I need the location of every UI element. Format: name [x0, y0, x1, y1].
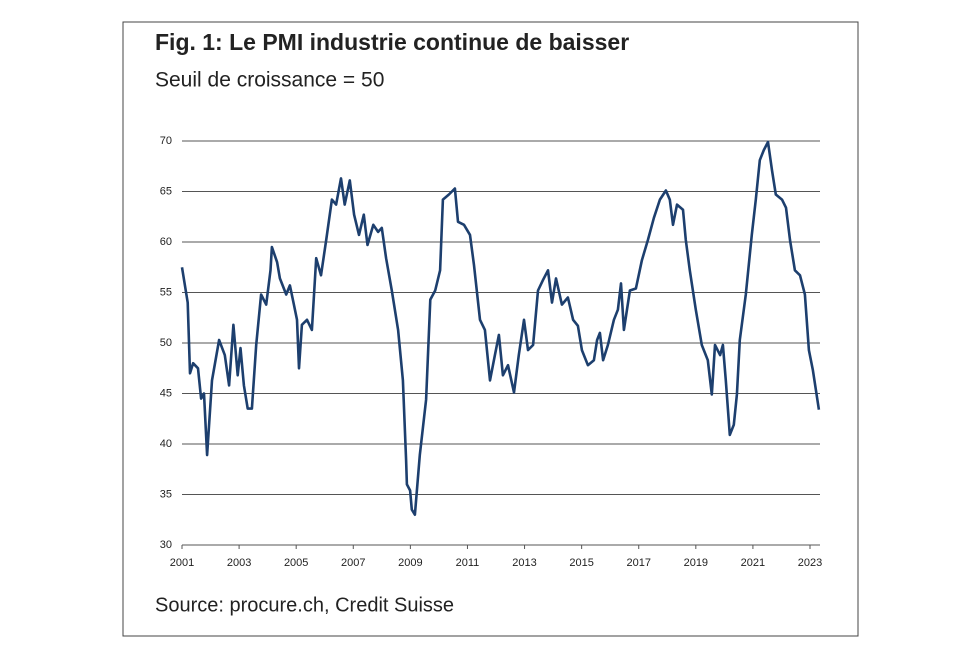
y-tick-label: 40 [160, 438, 172, 450]
x-tick-label: 2001 [170, 557, 194, 569]
y-tick-label: 50 [160, 337, 172, 349]
chart-subtitle: Seuil de croissance = 50 [155, 69, 384, 92]
x-tick-label: 2003 [227, 557, 251, 569]
y-tick-label: 55 [160, 286, 172, 298]
y-tick-label: 45 [160, 387, 172, 399]
frame [122, 21, 859, 637]
y-tick-label: 70 [160, 135, 172, 147]
y-tick-label: 60 [160, 236, 172, 248]
x-tick-label: 2023 [798, 557, 822, 569]
y-tick-label: 35 [160, 488, 172, 500]
x-tick-label: 2017 [626, 557, 650, 569]
x-tick-label: 2019 [684, 557, 708, 569]
y-tick-label: 30 [160, 539, 172, 551]
x-tick-label: 2009 [398, 557, 422, 569]
x-tick-label: 2021 [741, 557, 765, 569]
x-tick-label: 2015 [569, 557, 593, 569]
source: Source: procure.ch, Credit Suisse [155, 594, 454, 616]
y-tick-label: 65 [160, 185, 172, 197]
chart-title: Fig. 1: Le PMI industrie continue de bai… [155, 29, 629, 55]
x-tick-label: 2013 [512, 557, 536, 569]
data-line [180, 140, 821, 516]
x-tick-label: 2005 [284, 557, 308, 569]
x-tick-label: 2011 [456, 557, 480, 569]
x-tick-label: 2007 [341, 557, 365, 569]
